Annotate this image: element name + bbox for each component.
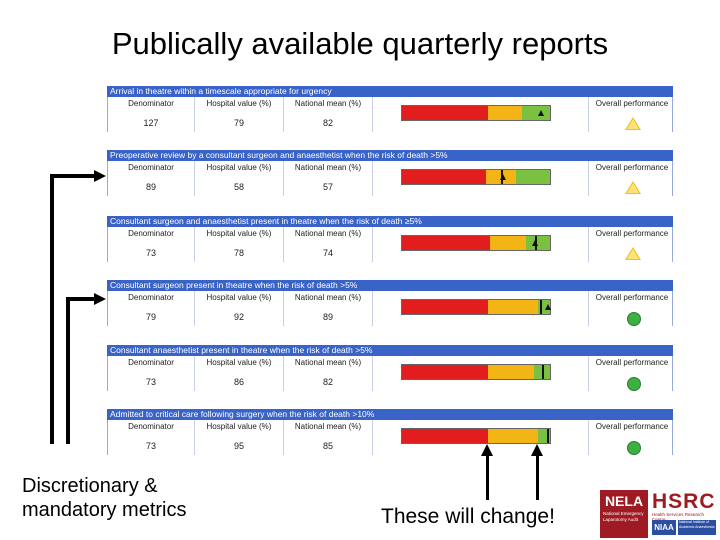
hsrc-logo-subtext: Health Services Research Centre [652, 512, 705, 522]
hospital-marker [532, 240, 538, 246]
national-label: National mean (%) [294, 422, 362, 431]
funnel-bar [401, 235, 551, 251]
national-value: 57 [322, 182, 333, 192]
hospital-label: Hospital value (%) [206, 99, 272, 108]
bracket-line [50, 174, 54, 444]
arrow-right-icon [94, 170, 106, 182]
hospital-marker [538, 110, 544, 116]
green-circle-icon [627, 441, 641, 455]
metric-header: Consultant surgeon and anaesthetist pres… [107, 216, 673, 227]
denominator-value: 73 [145, 441, 156, 451]
metric-row: Admitted to critical care following surg… [107, 409, 673, 455]
hsrc-logo: HSRC Health Services Research Centre NIA… [652, 490, 716, 538]
hsrc-logo-text: HSRC [652, 490, 716, 513]
funnel-bar [401, 428, 551, 444]
metric-header: Preoperative review by a consultant surg… [107, 150, 673, 161]
arrow-up-icon [481, 444, 493, 456]
metric-row: Consultant surgeon and anaesthetist pres… [107, 216, 673, 262]
national-value: 74 [322, 248, 333, 258]
arrow-up-icon [531, 444, 543, 456]
nela-logo-subtext: National Emergency Laparotomy Audit [603, 511, 644, 522]
arrow-right-icon [94, 293, 106, 305]
amber-triangle-icon [625, 181, 641, 194]
metric-header: Consultant anaesthetist present in theat… [107, 345, 673, 356]
denominator-label: Denominator [128, 422, 174, 431]
denominator-label: Denominator [128, 99, 174, 108]
metric-row: Consultant surgeon present in theatre wh… [107, 280, 673, 326]
hospital-marker [500, 174, 506, 180]
bracket-line [66, 297, 70, 444]
metric-header: Consultant surgeon present in theatre wh… [107, 280, 673, 291]
national-mean-line [542, 365, 544, 379]
metric-row: Preoperative review by a consultant surg… [107, 150, 673, 196]
hospital-value: 92 [233, 312, 244, 322]
metric-header: Admitted to critical care following surg… [107, 409, 673, 420]
funnel-bar [401, 169, 551, 185]
national-mean-line [540, 300, 542, 314]
niaa-logo-subtext: National Institute of Academic Anaesthes… [678, 520, 716, 535]
denominator-value: 127 [143, 118, 159, 128]
denominator-label: Denominator [128, 229, 174, 238]
denominator-value: 73 [145, 377, 156, 387]
national-value: 82 [322, 118, 333, 128]
denominator-label: Denominator [128, 358, 174, 367]
national-label: National mean (%) [294, 163, 362, 172]
hospital-label: Hospital value (%) [206, 229, 272, 238]
national-mean-line [547, 429, 549, 443]
bracket-line [66, 297, 96, 301]
right-caption: These will change! [381, 505, 555, 528]
bracket-line [50, 174, 96, 178]
performance-label: Overall performance [595, 229, 669, 238]
national-label: National mean (%) [294, 293, 362, 302]
hospital-label: Hospital value (%) [206, 293, 272, 302]
denominator-value: 89 [145, 182, 156, 192]
niaa-logo-text: NIAA [652, 520, 676, 535]
hospital-value: 79 [233, 118, 244, 128]
nela-logo-text: NELA [604, 493, 644, 509]
performance-label: Overall performance [595, 293, 669, 302]
performance-label: Overall performance [595, 358, 669, 367]
national-value: 82 [322, 377, 333, 387]
nela-logo: NELA National Emergency Laparotomy Audit [600, 490, 648, 538]
amber-triangle-icon [625, 117, 641, 130]
funnel-bar [401, 364, 551, 380]
hospital-label: Hospital value (%) [206, 422, 272, 431]
hospital-marker [545, 304, 551, 310]
green-circle-icon [627, 377, 641, 391]
denominator-label: Denominator [128, 163, 174, 172]
arrow-shaft [536, 455, 539, 500]
denominator-value: 79 [145, 312, 156, 322]
hospital-value: 78 [233, 248, 244, 258]
hospital-value: 95 [233, 441, 244, 451]
national-label: National mean (%) [294, 99, 362, 108]
hospital-value: 58 [233, 182, 244, 192]
national-label: National mean (%) [294, 229, 362, 238]
performance-label: Overall performance [595, 163, 669, 172]
national-value: 89 [322, 312, 333, 322]
performance-label: Overall performance [595, 422, 669, 431]
metric-row: Consultant anaesthetist present in theat… [107, 345, 673, 391]
hospital-label: Hospital value (%) [206, 163, 272, 172]
metric-row: Arrival in theatre within a timescale ap… [107, 86, 673, 132]
funnel-bar [401, 299, 551, 315]
national-value: 85 [322, 441, 333, 451]
denominator-label: Denominator [128, 293, 174, 302]
hospital-value: 86 [233, 377, 244, 387]
arrow-shaft [486, 455, 489, 500]
national-label: National mean (%) [294, 358, 362, 367]
denominator-value: 73 [145, 248, 156, 258]
performance-label: Overall performance [595, 99, 669, 108]
green-circle-icon [627, 312, 641, 326]
metric-header: Arrival in theatre within a timescale ap… [107, 86, 673, 97]
hospital-label: Hospital value (%) [206, 358, 272, 367]
amber-triangle-icon [625, 247, 641, 260]
left-caption: Discretionary & mandatory metrics [22, 475, 187, 521]
funnel-bar [401, 105, 551, 121]
page-title: Publically available quarterly reports [111, 26, 609, 61]
